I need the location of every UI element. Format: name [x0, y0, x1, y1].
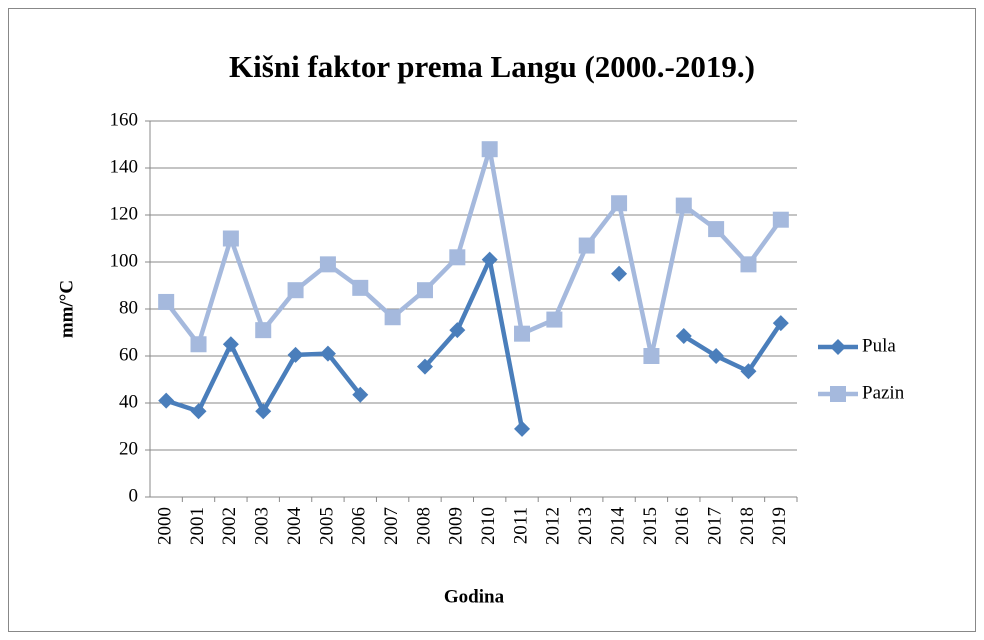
- marker: [514, 420, 531, 437]
- x-tick-label: 2004: [284, 507, 305, 546]
- marker: [319, 345, 336, 362]
- marker: [352, 279, 369, 296]
- legend-label: Pazin: [862, 382, 905, 403]
- x-tick-label: 2005: [316, 507, 337, 545]
- x-tick-label: 2014: [607, 507, 628, 546]
- y-tick-label: 60: [119, 344, 138, 365]
- y-tick-label: 80: [119, 297, 138, 318]
- marker: [514, 325, 531, 342]
- marker: [546, 311, 563, 328]
- marker: [772, 211, 789, 228]
- x-tick-label: 2008: [413, 507, 434, 545]
- y-tick-label: 0: [129, 485, 139, 506]
- marker: [708, 221, 725, 238]
- chart-border: [8, 8, 976, 632]
- marker: [708, 348, 725, 364]
- marker: [222, 336, 239, 353]
- y-tick-label: 40: [119, 391, 138, 412]
- marker: [255, 403, 272, 420]
- marker: [675, 328, 692, 345]
- y-tick-label: 120: [110, 203, 139, 224]
- x-tick-label: 2006: [349, 507, 370, 545]
- marker: [287, 346, 304, 363]
- marker: [449, 249, 466, 266]
- x-tick-label: 2017: [704, 507, 725, 545]
- marker: [772, 315, 789, 332]
- marker: [222, 230, 239, 247]
- x-axis-label: Godina: [444, 586, 505, 607]
- x-tick-label: 2010: [478, 507, 499, 545]
- marker: [158, 392, 175, 409]
- marker: [643, 348, 660, 364]
- x-tick-label: 2000: [155, 507, 176, 545]
- marker: [740, 256, 757, 273]
- legend-marker: [830, 386, 846, 402]
- marker: [578, 237, 595, 254]
- x-tick-label: 2016: [672, 507, 693, 545]
- marker: [416, 282, 433, 299]
- legend-label: Pula: [862, 335, 896, 356]
- x-tick-label: 2001: [187, 507, 208, 545]
- marker: [740, 363, 757, 380]
- marker: [416, 358, 433, 375]
- marker: [319, 256, 336, 273]
- marker: [255, 322, 272, 339]
- chart-title: Kišni faktor prema Langu (2000.-2019.): [229, 49, 755, 84]
- legend-marker: [830, 339, 846, 355]
- y-tick-label: 160: [110, 109, 139, 130]
- x-tick-label: 2007: [381, 507, 402, 545]
- marker: [158, 293, 175, 310]
- marker: [449, 322, 466, 339]
- y-axis-label: mm/°C: [56, 280, 77, 338]
- marker: [190, 336, 207, 353]
- y-tick-label: 20: [119, 438, 138, 459]
- marker: [675, 197, 692, 214]
- marker: [481, 251, 498, 268]
- x-tick-label: 2019: [769, 507, 790, 545]
- marker: [384, 309, 401, 326]
- x-tick-label: 2009: [446, 507, 467, 545]
- x-tick-label: 2018: [737, 507, 758, 545]
- marker: [611, 195, 628, 212]
- y-tick-label: 140: [110, 156, 139, 177]
- x-tick-label: 2011: [510, 507, 531, 544]
- x-tick-label: 2013: [575, 507, 596, 545]
- x-tick-label: 2002: [219, 507, 240, 545]
- x-tick-label: 2015: [640, 507, 661, 545]
- marker: [481, 141, 498, 158]
- marker: [352, 386, 369, 403]
- y-tick-label: 100: [110, 250, 139, 271]
- marker: [611, 265, 628, 282]
- marker: [287, 282, 304, 299]
- x-tick-label: 2012: [543, 507, 564, 545]
- x-tick-label: 2003: [252, 507, 273, 545]
- marker: [190, 403, 207, 420]
